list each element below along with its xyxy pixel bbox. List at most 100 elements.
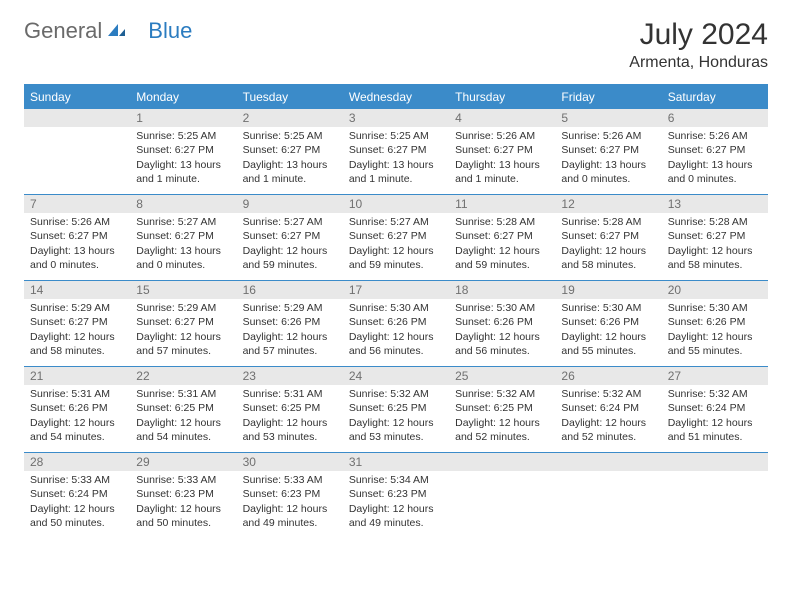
calendar-day-cell: 2Sunrise: 5:25 AMSunset: 6:27 PMDaylight… — [237, 109, 343, 195]
day-details: Sunrise: 5:32 AMSunset: 6:25 PMDaylight:… — [449, 385, 555, 450]
daylight-text: Daylight: 12 hours — [30, 502, 124, 516]
calendar-day-cell: 7Sunrise: 5:26 AMSunset: 6:27 PMDaylight… — [24, 195, 130, 281]
sunrise-text: Sunrise: 5:29 AM — [136, 301, 230, 315]
day-number: 14 — [24, 281, 130, 299]
sunrise-text: Sunrise: 5:33 AM — [30, 473, 124, 487]
daylight-text: Daylight: 12 hours — [243, 416, 337, 430]
sunset-text: Sunset: 6:26 PM — [30, 401, 124, 415]
daylight-text: Daylight: 13 hours — [30, 244, 124, 258]
day-details: Sunrise: 5:28 AMSunset: 6:27 PMDaylight:… — [449, 213, 555, 278]
sunset-text: Sunset: 6:27 PM — [349, 229, 443, 243]
day-details: Sunrise: 5:28 AMSunset: 6:27 PMDaylight:… — [662, 213, 768, 278]
daylight-text: and 51 minutes. — [668, 430, 762, 444]
logo-sail-icon — [106, 18, 126, 44]
calendar-week-row: 7Sunrise: 5:26 AMSunset: 6:27 PMDaylight… — [24, 195, 768, 281]
daylight-text: Daylight: 12 hours — [243, 244, 337, 258]
day-details: Sunrise: 5:25 AMSunset: 6:27 PMDaylight:… — [343, 127, 449, 192]
daylight-text: Daylight: 13 hours — [668, 158, 762, 172]
sunrise-text: Sunrise: 5:30 AM — [668, 301, 762, 315]
daylight-text: Daylight: 13 hours — [136, 158, 230, 172]
weekday-header: Friday — [555, 85, 661, 109]
calendar-day-cell: 16Sunrise: 5:29 AMSunset: 6:26 PMDayligh… — [237, 281, 343, 367]
daylight-text: and 58 minutes. — [668, 258, 762, 272]
daylight-text: Daylight: 12 hours — [668, 330, 762, 344]
calendar-day-cell: 31Sunrise: 5:34 AMSunset: 6:23 PMDayligh… — [343, 453, 449, 539]
calendar-day-cell: 5Sunrise: 5:26 AMSunset: 6:27 PMDaylight… — [555, 109, 661, 195]
calendar-day-cell: 24Sunrise: 5:32 AMSunset: 6:25 PMDayligh… — [343, 367, 449, 453]
day-number: 10 — [343, 195, 449, 213]
daylight-text: and 59 minutes. — [349, 258, 443, 272]
day-number: 20 — [662, 281, 768, 299]
day-number: 30 — [237, 453, 343, 471]
day-details: Sunrise: 5:31 AMSunset: 6:25 PMDaylight:… — [130, 385, 236, 450]
day-number: 29 — [130, 453, 236, 471]
calendar-day-cell: 13Sunrise: 5:28 AMSunset: 6:27 PMDayligh… — [662, 195, 768, 281]
day-number: 23 — [237, 367, 343, 385]
calendar-day-cell: 6Sunrise: 5:26 AMSunset: 6:27 PMDaylight… — [662, 109, 768, 195]
calendar-day-cell — [449, 453, 555, 539]
day-number: 2 — [237, 109, 343, 127]
daylight-text: and 0 minutes. — [30, 258, 124, 272]
day-details: Sunrise: 5:26 AMSunset: 6:27 PMDaylight:… — [662, 127, 768, 192]
sunrise-text: Sunrise: 5:27 AM — [243, 215, 337, 229]
sunrise-text: Sunrise: 5:27 AM — [349, 215, 443, 229]
sunset-text: Sunset: 6:26 PM — [668, 315, 762, 329]
day-number: 18 — [449, 281, 555, 299]
day-details: Sunrise: 5:27 AMSunset: 6:27 PMDaylight:… — [237, 213, 343, 278]
logo-text-1: General — [24, 18, 102, 44]
daylight-text: Daylight: 13 hours — [349, 158, 443, 172]
title-block: July 2024 Armenta, Honduras — [629, 18, 768, 72]
daylight-text: and 1 minute. — [243, 172, 337, 186]
weekday-header: Tuesday — [237, 85, 343, 109]
sunset-text: Sunset: 6:27 PM — [561, 143, 655, 157]
sunset-text: Sunset: 6:27 PM — [136, 143, 230, 157]
daylight-text: Daylight: 12 hours — [455, 416, 549, 430]
daylight-text: and 54 minutes. — [136, 430, 230, 444]
calendar-week-row: 14Sunrise: 5:29 AMSunset: 6:27 PMDayligh… — [24, 281, 768, 367]
sunrise-text: Sunrise: 5:32 AM — [561, 387, 655, 401]
day-number: 16 — [237, 281, 343, 299]
daylight-text: Daylight: 12 hours — [349, 330, 443, 344]
day-number: 11 — [449, 195, 555, 213]
sunset-text: Sunset: 6:27 PM — [243, 229, 337, 243]
sunset-text: Sunset: 6:27 PM — [668, 229, 762, 243]
daylight-text: and 1 minute. — [349, 172, 443, 186]
calendar-day-cell: 1Sunrise: 5:25 AMSunset: 6:27 PMDaylight… — [130, 109, 236, 195]
daylight-text: and 55 minutes. — [668, 344, 762, 358]
weekday-header: Sunday — [24, 85, 130, 109]
day-number: 3 — [343, 109, 449, 127]
calendar-week-row: 28Sunrise: 5:33 AMSunset: 6:24 PMDayligh… — [24, 453, 768, 539]
daylight-text: and 49 minutes. — [243, 516, 337, 530]
sunrise-text: Sunrise: 5:25 AM — [136, 129, 230, 143]
daylight-text: Daylight: 13 hours — [243, 158, 337, 172]
calendar-day-cell: 23Sunrise: 5:31 AMSunset: 6:25 PMDayligh… — [237, 367, 343, 453]
sunset-text: Sunset: 6:26 PM — [561, 315, 655, 329]
sunset-text: Sunset: 6:25 PM — [455, 401, 549, 415]
day-number: 27 — [662, 367, 768, 385]
daylight-text: Daylight: 12 hours — [136, 502, 230, 516]
sunrise-text: Sunrise: 5:26 AM — [561, 129, 655, 143]
calendar-day-cell: 8Sunrise: 5:27 AMSunset: 6:27 PMDaylight… — [130, 195, 236, 281]
daylight-text: Daylight: 12 hours — [30, 416, 124, 430]
daylight-text: and 57 minutes. — [136, 344, 230, 358]
sunset-text: Sunset: 6:27 PM — [136, 229, 230, 243]
daylight-text: and 59 minutes. — [243, 258, 337, 272]
day-details: Sunrise: 5:28 AMSunset: 6:27 PMDaylight:… — [555, 213, 661, 278]
sunset-text: Sunset: 6:23 PM — [349, 487, 443, 501]
daylight-text: Daylight: 12 hours — [455, 330, 549, 344]
daylight-text: and 0 minutes. — [668, 172, 762, 186]
calendar-day-cell: 26Sunrise: 5:32 AMSunset: 6:24 PMDayligh… — [555, 367, 661, 453]
calendar-day-cell: 21Sunrise: 5:31 AMSunset: 6:26 PMDayligh… — [24, 367, 130, 453]
daylight-text: and 58 minutes. — [30, 344, 124, 358]
daylight-text: and 56 minutes. — [455, 344, 549, 358]
day-details: Sunrise: 5:33 AMSunset: 6:23 PMDaylight:… — [130, 471, 236, 536]
calendar-week-row: 1Sunrise: 5:25 AMSunset: 6:27 PMDaylight… — [24, 109, 768, 195]
sunset-text: Sunset: 6:25 PM — [136, 401, 230, 415]
sunset-text: Sunset: 6:27 PM — [455, 229, 549, 243]
daylight-text: Daylight: 13 hours — [561, 158, 655, 172]
day-number — [662, 453, 768, 471]
sunrise-text: Sunrise: 5:28 AM — [668, 215, 762, 229]
day-number: 15 — [130, 281, 236, 299]
location: Armenta, Honduras — [629, 54, 768, 72]
calendar-day-cell: 22Sunrise: 5:31 AMSunset: 6:25 PMDayligh… — [130, 367, 236, 453]
